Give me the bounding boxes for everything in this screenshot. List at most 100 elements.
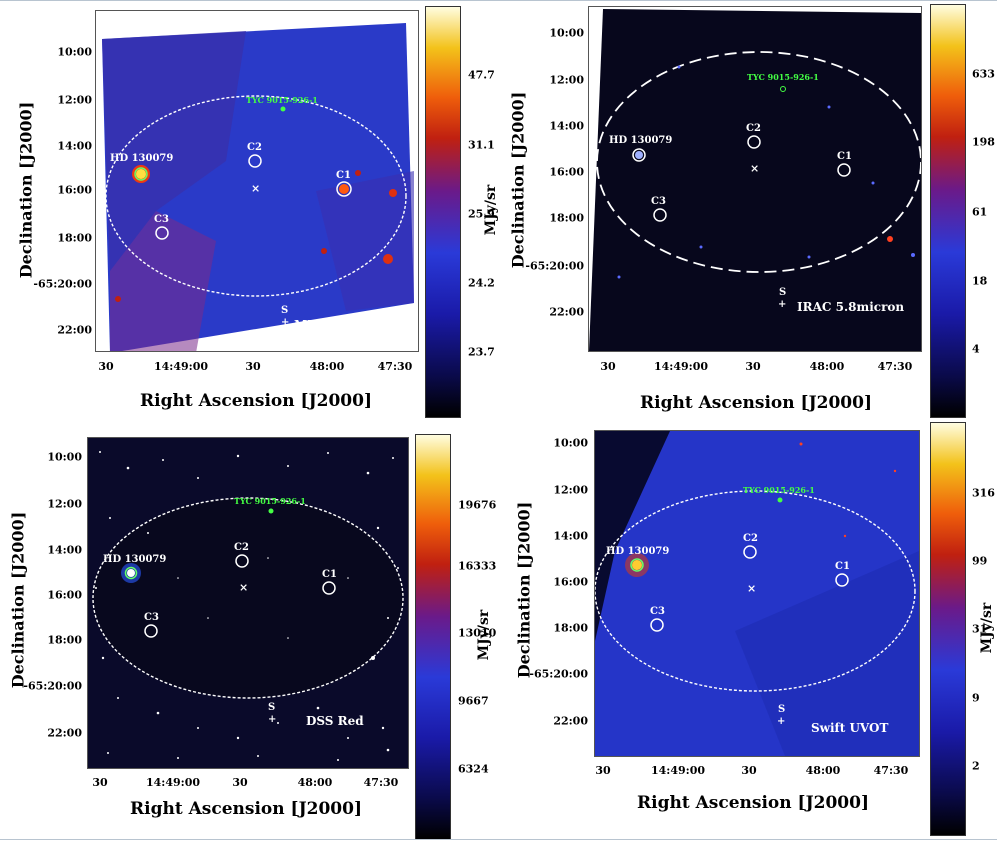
panel-dss: TYC 9015-926-1 HD 130079 C2 C1 C3 × S + … xyxy=(0,420,500,841)
colorbar-tick: 633 xyxy=(972,67,995,81)
panel-irac: TYC 9015-926-1 HD 130079 C2 C1 C3 × S + … xyxy=(498,0,997,420)
ra-tick: 48:00 xyxy=(809,360,845,373)
label-c1: C1 xyxy=(837,151,852,162)
bottom-rule xyxy=(0,839,997,840)
colorbar xyxy=(415,434,451,840)
dec-tick: -65:20:00 xyxy=(525,259,584,273)
x-axis-label: Right Ascension [J2000] xyxy=(140,391,372,411)
ra-tick: 14:49:00 xyxy=(145,776,201,789)
colorbar-tick: 61 xyxy=(972,205,988,219)
image-frame: TYC 9015-926-1 HD 130079 C2 C1 C3 × S + … xyxy=(87,437,409,769)
colorbar-unit: MJy/sr xyxy=(483,184,499,236)
dec-tick: 16:00 xyxy=(57,183,92,197)
colorbar-tick: 24.2 xyxy=(468,276,495,290)
dec-tick: 10:00 xyxy=(57,45,92,59)
ra-tick: 30 xyxy=(741,764,757,777)
ra-tick: 30 xyxy=(92,776,108,789)
y-axis-label: Declination [J2000] xyxy=(514,501,534,679)
dec-tick: 10:00 xyxy=(553,436,588,450)
dec-tick: 14:00 xyxy=(47,543,82,557)
s-marker: + xyxy=(778,299,786,310)
panel-mips: TYC 9015-926-1 HD 130079 C2 C1 C3 × S + … xyxy=(0,0,500,420)
label-tyc: TYC 9015-926-1 xyxy=(747,72,819,82)
ra-tick: 30 xyxy=(98,360,114,373)
dec-tick: 14:00 xyxy=(553,529,588,543)
label-s: S xyxy=(281,305,288,316)
ra-tick: 14:49:00 xyxy=(653,360,709,373)
dec-tick: 16:00 xyxy=(47,588,82,602)
sky-image-dss: TYC 9015-926-1 HD 130079 C2 C1 C3 × S + … xyxy=(88,438,408,768)
colorbar-tick: 47.7 xyxy=(468,68,495,82)
colorbar-unit: MJy/sr xyxy=(979,602,995,654)
ra-tick: 30 xyxy=(600,360,616,373)
star-field xyxy=(95,451,399,761)
x-axis-label: Right Ascension [J2000] xyxy=(637,793,869,813)
colorbar xyxy=(930,422,966,836)
top-rule xyxy=(0,0,997,1)
colorbar-tick: 31 xyxy=(972,622,988,636)
colorbar-tick: 31.1 xyxy=(468,138,495,152)
dec-tick: 22:00 xyxy=(57,323,92,337)
colorbar-tick: 23.7 xyxy=(468,345,495,359)
dec-tick: 12:00 xyxy=(47,497,82,511)
dec-tick: 16:00 xyxy=(549,165,584,179)
label-hd: HD 130079 xyxy=(606,546,669,557)
colorbar-tick: 198 xyxy=(972,135,995,149)
colorbar-tick: 18 xyxy=(972,274,988,288)
label-s: S xyxy=(778,704,785,715)
label-s: S xyxy=(268,702,275,713)
image-frame: TYC 9015-926-1 HD 130079 C2 C1 C3 × S + … xyxy=(95,10,419,352)
label-c3: C3 xyxy=(154,214,169,225)
dec-tick: 10:00 xyxy=(549,26,584,40)
dec-tick: 14:00 xyxy=(549,119,584,133)
label-c2: C2 xyxy=(746,123,761,134)
label-c3: C3 xyxy=(650,606,665,617)
ra-tick: 48:00 xyxy=(309,360,345,373)
ra-tick: 48:00 xyxy=(297,776,333,789)
s-marker: + xyxy=(281,317,289,328)
sky-image-irac: TYC 9015-926-1 HD 130079 C2 C1 C3 × S + … xyxy=(589,9,921,351)
band-label: MIPS 24micron xyxy=(294,318,399,332)
center-mark: × xyxy=(747,582,756,595)
ra-tick: 30 xyxy=(245,360,261,373)
dec-tick: -65:20:00 xyxy=(23,679,82,693)
dec-tick: 18:00 xyxy=(57,231,92,245)
sky-image-mips: TYC 9015-926-1 HD 130079 C2 C1 C3 × S + … xyxy=(102,23,414,351)
colorbar-tick: 6324 xyxy=(458,762,489,776)
dec-tick: 12:00 xyxy=(57,93,92,107)
ra-tick: 48:00 xyxy=(805,764,841,777)
colorbar-tick: 9 xyxy=(972,691,980,705)
dec-tick: -65:20:00 xyxy=(529,667,588,681)
sky-image-uvot: TYC 9015-926-1 HD 130079 C2 C1 C3 × S + … xyxy=(595,431,919,756)
colorbar-tick: 2 xyxy=(972,759,980,773)
y-axis-label: Declination [J2000] xyxy=(8,511,28,689)
x-axis-label: Right Ascension [J2000] xyxy=(640,393,872,413)
label-c1: C1 xyxy=(336,170,351,181)
center-mark: × xyxy=(750,162,759,175)
label-c3: C3 xyxy=(651,196,666,207)
label-tyc: TYC 9015-926-1 xyxy=(234,496,306,506)
s-marker: + xyxy=(777,716,785,727)
dec-tick: 22:00 xyxy=(549,305,584,319)
ra-tick: 30 xyxy=(595,764,611,777)
label-s: S xyxy=(779,287,786,298)
image-frame: TYC 9015-926-1 HD 130079 C2 C1 C3 × S + … xyxy=(588,6,922,352)
y-axis-label: Declination [J2000] xyxy=(16,101,36,279)
label-c1: C1 xyxy=(835,561,850,572)
ra-tick: 47:30 xyxy=(873,764,909,777)
dec-tick: 22:00 xyxy=(553,714,588,728)
band-label: Swift UVOT xyxy=(811,721,888,735)
label-c3: C3 xyxy=(144,612,159,623)
label-c2: C2 xyxy=(743,533,758,544)
label-hd: HD 130079 xyxy=(110,153,173,164)
colorbar-tick: 99 xyxy=(972,554,988,568)
label-c1: C1 xyxy=(322,569,337,580)
ra-tick: 30 xyxy=(232,776,248,789)
label-hd: HD 130079 xyxy=(609,135,672,146)
dec-tick: 22:00 xyxy=(47,726,82,740)
y-axis-label: Declination [J2000] xyxy=(508,91,528,269)
colorbar-unit: MJy/sr xyxy=(476,609,492,661)
dec-tick: 14:00 xyxy=(57,139,92,153)
x-axis-label: Right Ascension [J2000] xyxy=(130,799,362,819)
center-mark: × xyxy=(239,581,248,594)
